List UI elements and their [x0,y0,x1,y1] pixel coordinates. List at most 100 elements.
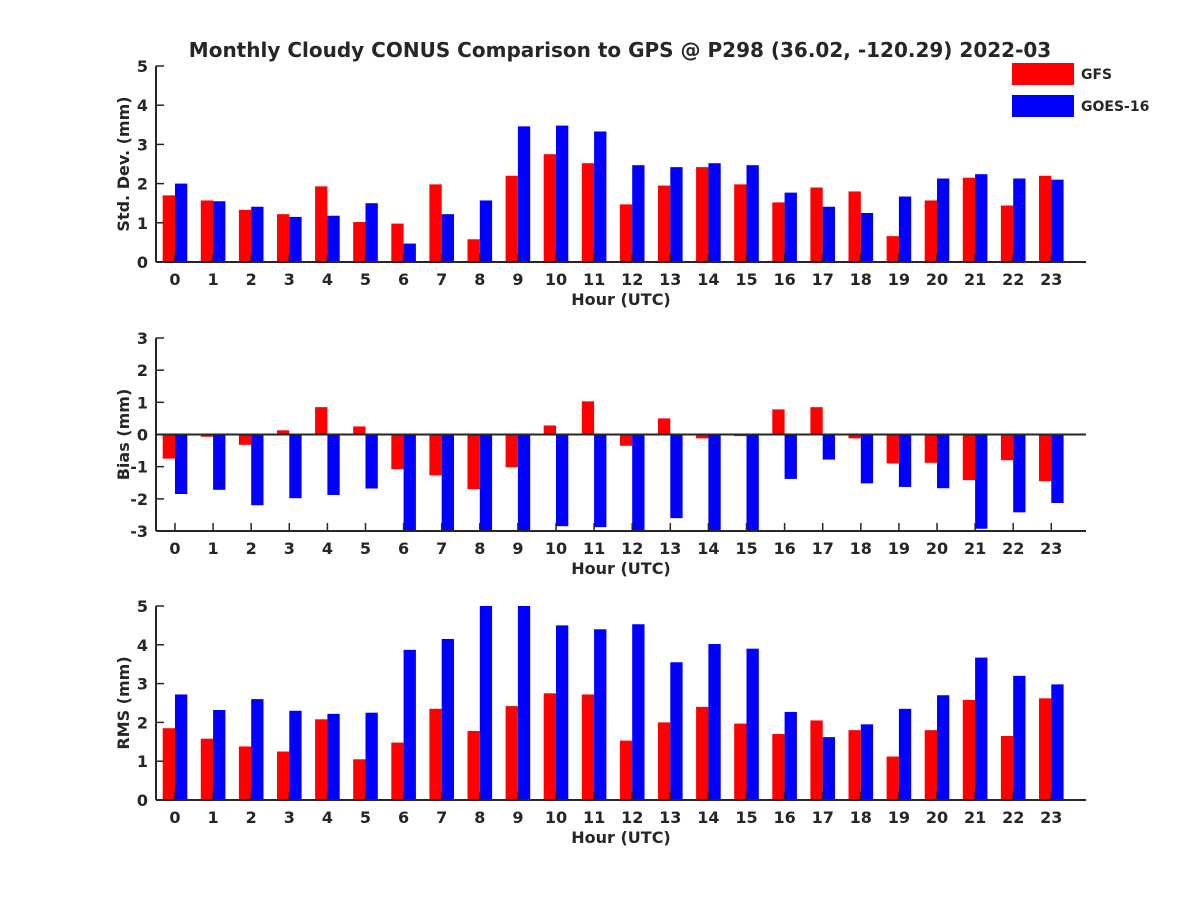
bar-gfs-1-14 [696,434,709,439]
y-tick-label-2-4: 4 [137,636,148,655]
x-tick-label-0-16: 16 [773,270,795,289]
bar-goes-16-2-1 [213,709,226,800]
bar-gfs-2-4 [315,719,328,800]
y-tick-label-1-2: -1 [130,458,148,477]
bar-goes-16-2-8 [479,606,493,800]
bar-gfs-1-12 [619,434,633,446]
bar-goes-16-2-20 [937,695,950,800]
x-tick-label-1-11: 11 [583,539,605,558]
bar-gfs-1-7 [429,434,442,476]
bar-goes-16-0-9 [517,126,531,262]
bar-gfs-0-9 [505,175,518,262]
y-tick-label-0-5: 5 [137,57,148,76]
bar-goes-16-2-10 [556,625,569,800]
bar-goes-16-0-21 [975,174,988,262]
y-tick-label-2-2: 2 [137,713,148,732]
bar-gfs-2-21 [962,699,976,800]
bar-goes-16-2-17 [822,737,835,800]
bar-goes-16-1-5 [365,434,378,489]
bar-gfs-1-9 [505,434,518,468]
bar-goes-16-1-10 [556,434,569,527]
bar-goes-16-2-22 [1013,675,1026,800]
bar-goes-16-0-22 [1013,178,1026,262]
bar-goes-16-1-8 [479,434,493,531]
bar-goes-16-2-2 [251,699,264,800]
x-tick-label-2-8: 8 [474,808,485,827]
x-axis-label-2: Hour (UTC) [571,828,671,847]
x-tick-label-2-14: 14 [697,808,719,827]
x-tick-label-1-2: 2 [246,539,257,558]
x-tick-label-0-20: 20 [926,270,948,289]
x-tick-label-0-4: 4 [322,270,333,289]
bar-gfs-0-18 [848,191,861,262]
bar-goes-16-0-14 [708,163,721,262]
x-tick-label-0-3: 3 [284,270,295,289]
x-tick-label-0-10: 10 [545,270,567,289]
chart-title: Monthly Cloudy CONUS Comparison to GPS @… [189,38,1051,62]
bar-goes-16-2-15 [746,648,759,800]
bar-goes-16-1-17 [822,434,835,460]
bar-goes-16-1-6 [403,434,416,531]
bar-gfs-1-8 [467,434,480,490]
bar-goes-16-1-18 [860,434,874,484]
bar-gfs-0-16 [772,202,785,262]
bar-goes-16-2-21 [975,657,988,800]
x-tick-label-1-6: 6 [398,539,409,558]
x-tick-label-2-12: 12 [621,808,643,827]
bar-goes-16-2-11 [594,629,607,800]
x-axis-label-1: Hour (UTC) [571,559,671,578]
bar-gfs-2-18 [848,730,861,800]
bar-gfs-2-19 [886,756,899,800]
bar-gfs-1-4 [315,407,328,435]
bar-goes-16-1-22 [1013,434,1026,513]
bar-goes-16-1-4 [327,434,340,495]
bar-goes-16-1-19 [898,434,912,487]
legend-label-1: GOES-16 [1081,99,1149,115]
bar-gfs-0-12 [619,204,633,262]
bar-goes-16-2-13 [670,662,683,800]
bar-gfs-2-12 [619,740,633,800]
y-axis-label-0: Std. Dev. (mm) [114,96,133,231]
bar-gfs-0-21 [962,177,976,262]
x-tick-label-2-17: 17 [812,808,834,827]
x-tick-label-1-16: 16 [773,539,795,558]
bar-gfs-2-17 [810,720,823,800]
bar-goes-16-1-14 [708,434,721,531]
y-tick-label-0-1: 1 [137,214,148,233]
bar-goes-16-1-15 [746,434,759,531]
bar-goes-16-0-1 [213,201,226,262]
x-tick-label-1-8: 8 [474,539,485,558]
bar-gfs-0-2 [238,209,252,262]
bar-gfs-1-2 [238,434,252,445]
x-tick-label-1-19: 19 [888,539,910,558]
bar-goes-16-1-7 [441,434,454,531]
x-tick-label-0-5: 5 [360,270,371,289]
y-tick-label-1-1: -2 [130,490,148,509]
y-tick-label-1-0: -3 [130,522,148,541]
bar-gfs-1-5 [353,426,366,435]
bar-gfs-0-19 [886,236,899,262]
bar-gfs-1-17 [810,407,823,435]
bar-goes-16-0-20 [937,178,950,262]
bar-gfs-1-19 [886,434,899,464]
y-tick-label-1-6: 3 [137,329,148,348]
y-tick-label-2-5: 5 [137,597,148,616]
x-tick-label-0-7: 7 [436,270,447,289]
x-tick-label-2-22: 22 [1002,808,1024,827]
x-tick-label-1-5: 5 [360,539,371,558]
x-tick-label-2-15: 15 [735,808,757,827]
bar-gfs-2-11 [581,694,595,800]
y-tick-label-1-4: 1 [137,393,148,412]
bar-goes-16-2-6 [403,649,416,800]
bar-goes-16-1-11 [594,434,607,528]
bar-goes-16-1-1 [213,434,226,490]
bar-goes-16-2-12 [632,624,645,800]
x-tick-label-2-6: 6 [398,808,409,827]
bar-goes-16-2-23 [1051,684,1064,800]
bar-gfs-2-1 [200,738,214,800]
bar-gfs-0-3 [277,214,290,262]
bar-goes-16-0-8 [479,200,493,262]
bar-gfs-0-14 [696,167,709,262]
bar-goes-16-1-2 [251,434,264,506]
